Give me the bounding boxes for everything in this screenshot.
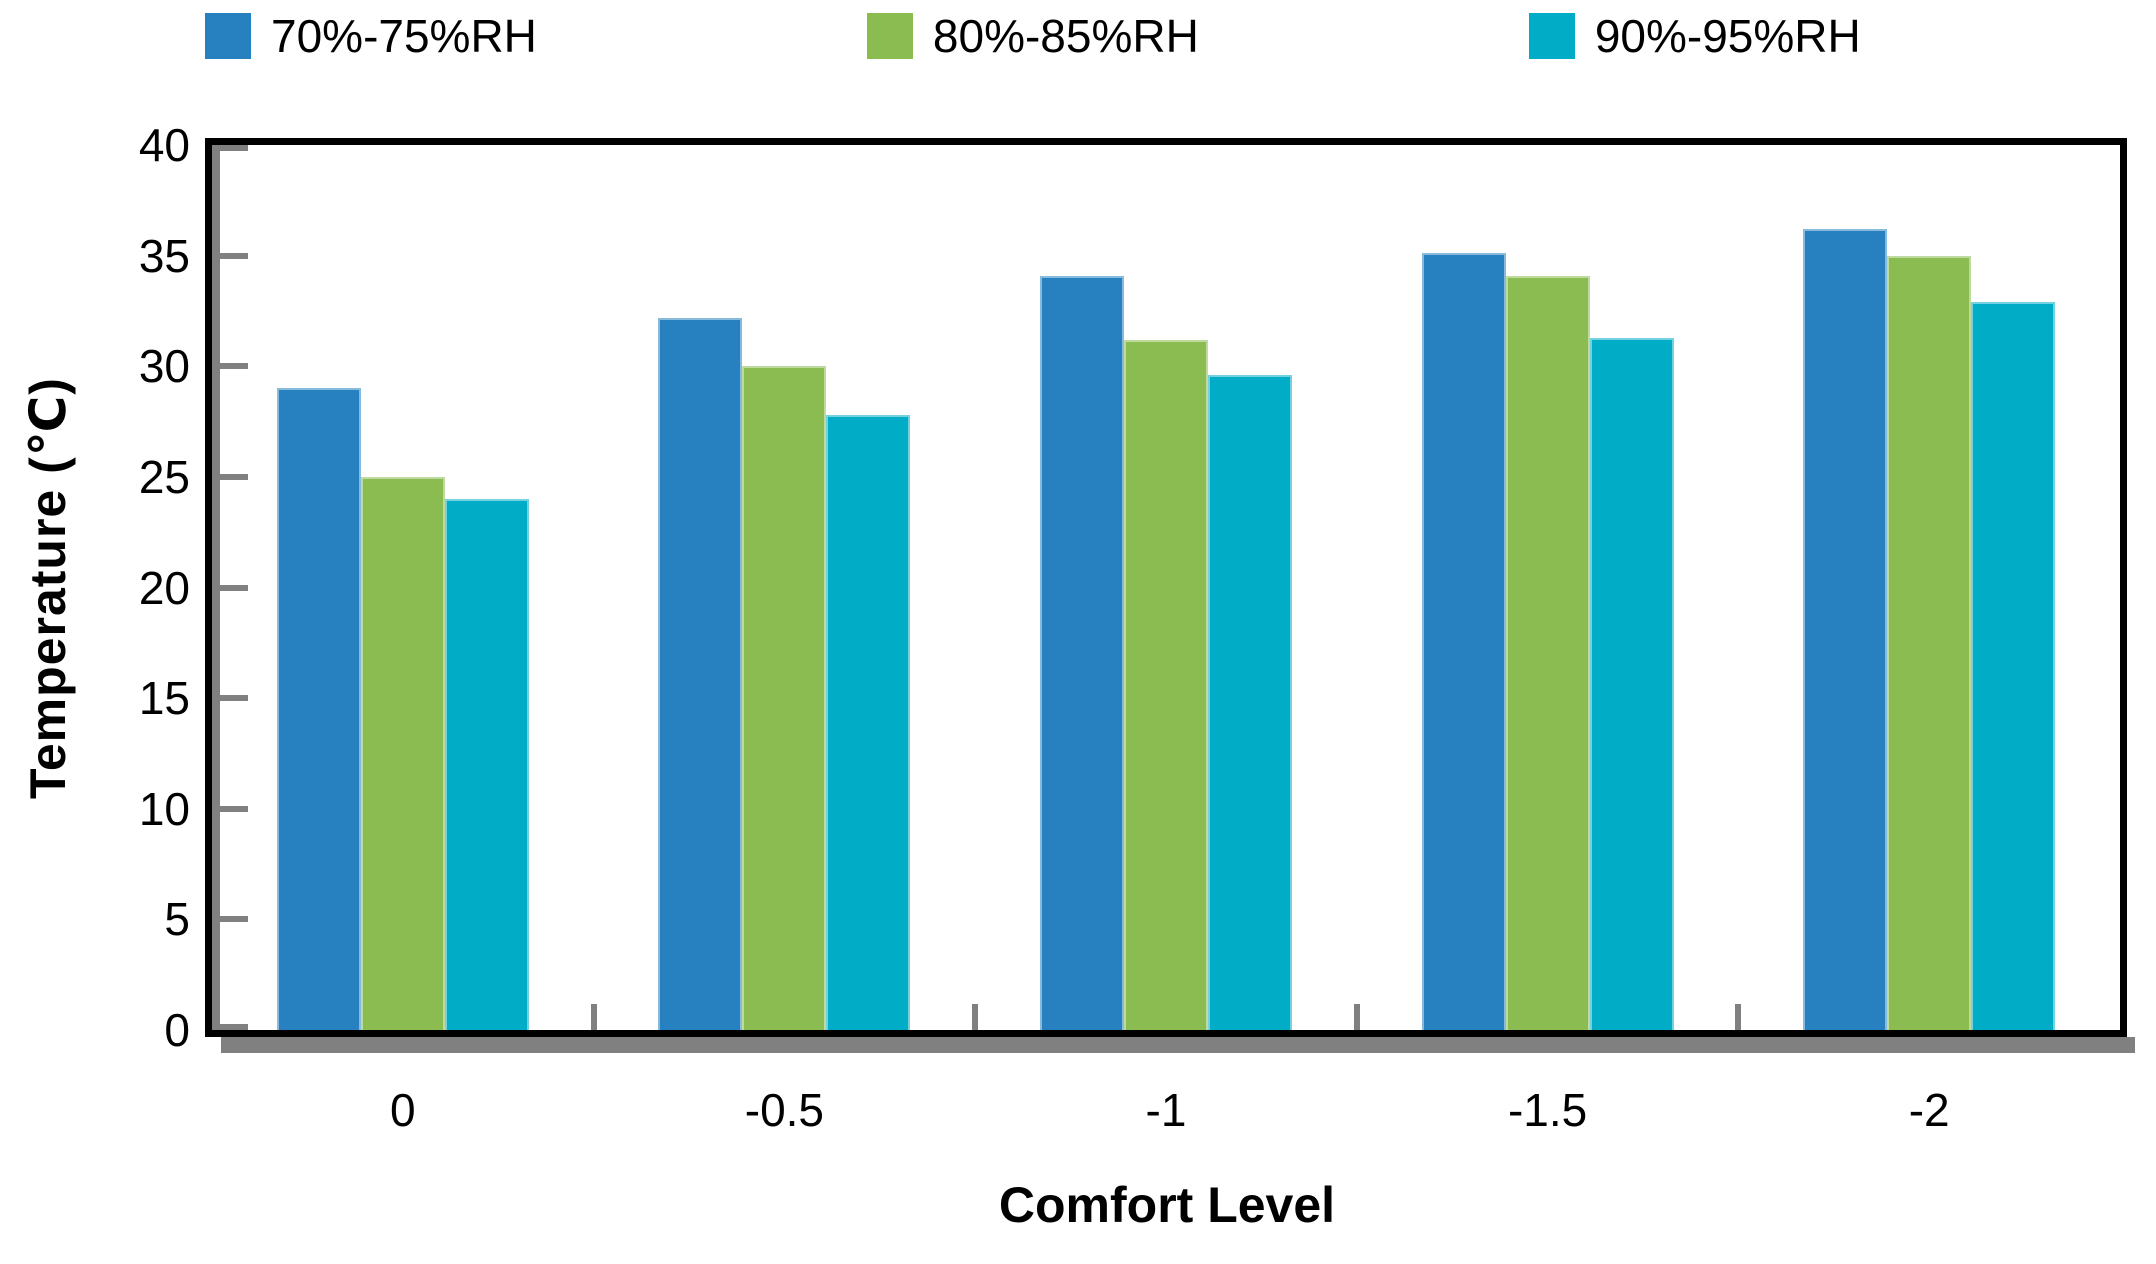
- x-tick-label: -2: [1908, 1084, 1950, 1136]
- bar-80%-85%RH--0.5: [742, 366, 827, 1030]
- y-tick-label: 25: [138, 450, 190, 503]
- legend: 70%-75%RH 80%-85%RH 90%-95%RH: [205, 8, 1861, 64]
- bar-80%-85%RH--1.5: [1505, 275, 1590, 1030]
- y-tick-label: 10: [138, 782, 190, 835]
- y-axis-tick: [212, 916, 248, 923]
- y-tick-label: 5: [164, 893, 190, 946]
- bar-70%-75%RH-0: [276, 388, 361, 1030]
- bar-group--1: [975, 145, 1357, 1030]
- legend-item-2: 90%-95%RH: [1528, 8, 1861, 64]
- x-tick-label: -1.5: [1507, 1084, 1588, 1136]
- bar-group--2: [1738, 145, 2120, 1030]
- y-axis-tick: [212, 363, 248, 370]
- x-tick-label: -1: [1145, 1084, 1187, 1136]
- legend-label: 90%-95%RH: [1594, 10, 1861, 62]
- x-axis-tick: [590, 1004, 597, 1030]
- y-tick-label: 35: [138, 229, 190, 282]
- bar-70%-75%RH--2: [1803, 229, 1888, 1030]
- y-tick-label: 15: [138, 672, 190, 725]
- bar-70%-75%RH--1.5: [1421, 253, 1506, 1030]
- y-tick-label: 0: [164, 1004, 190, 1056]
- x-axis-tick: [1353, 1004, 1360, 1030]
- bars-container: [212, 145, 2120, 1030]
- bar-70%-75%RH--1: [1039, 275, 1124, 1030]
- y-tick-label: 30: [138, 340, 190, 393]
- y-axis-tick: [212, 473, 248, 480]
- y-axis-tick: [212, 252, 248, 259]
- x-axis-title: Comfort Level: [998, 1177, 1336, 1233]
- legend-swatch-icon: [1528, 13, 1575, 59]
- bar-80%-85%RH-0: [360, 476, 445, 1030]
- bar-80%-85%RH--2: [1887, 255, 1972, 1030]
- legend-swatch-icon: [205, 13, 251, 59]
- y-axis-tick: [212, 584, 248, 591]
- plot-shadow: [221, 1037, 2135, 1053]
- bar-70%-75%RH--0.5: [658, 317, 743, 1030]
- y-tick-label: 20: [138, 561, 190, 614]
- x-tick-label: -0.5: [744, 1084, 825, 1136]
- legend-label: 70%-75%RH: [271, 10, 537, 62]
- bar-group-0: [212, 145, 594, 1030]
- x-axis-tick: [972, 1004, 979, 1030]
- bar-90%-95%RH--2: [1971, 302, 2056, 1030]
- legend-item-1: 80%-85%RH: [866, 8, 1199, 64]
- legend-label: 80%-85%RH: [932, 10, 1199, 62]
- bar-group--1.5: [1357, 145, 1739, 1030]
- x-tick-label: 0: [390, 1084, 416, 1136]
- legend-swatch-icon: [866, 13, 913, 59]
- y-axis-tick: [212, 145, 248, 151]
- legend-item-0: 70%-75%RH: [205, 8, 537, 64]
- plot-area: [205, 138, 2127, 1037]
- bar-group--0.5: [594, 145, 976, 1030]
- y-axis-tick: [212, 805, 248, 812]
- bar-90%-95%RH--0.5: [826, 414, 911, 1030]
- bar-90%-95%RH-0: [444, 499, 529, 1030]
- bar-90%-95%RH--1.5: [1589, 337, 1674, 1030]
- y-axis-tick: [212, 1024, 248, 1030]
- y-axis-tick: [212, 695, 248, 702]
- y-tick-label: 40: [138, 119, 190, 171]
- bar-90%-95%RH--1: [1207, 375, 1292, 1030]
- bar-80%-85%RH--1: [1123, 339, 1208, 1030]
- x-axis-tick: [1735, 1004, 1742, 1030]
